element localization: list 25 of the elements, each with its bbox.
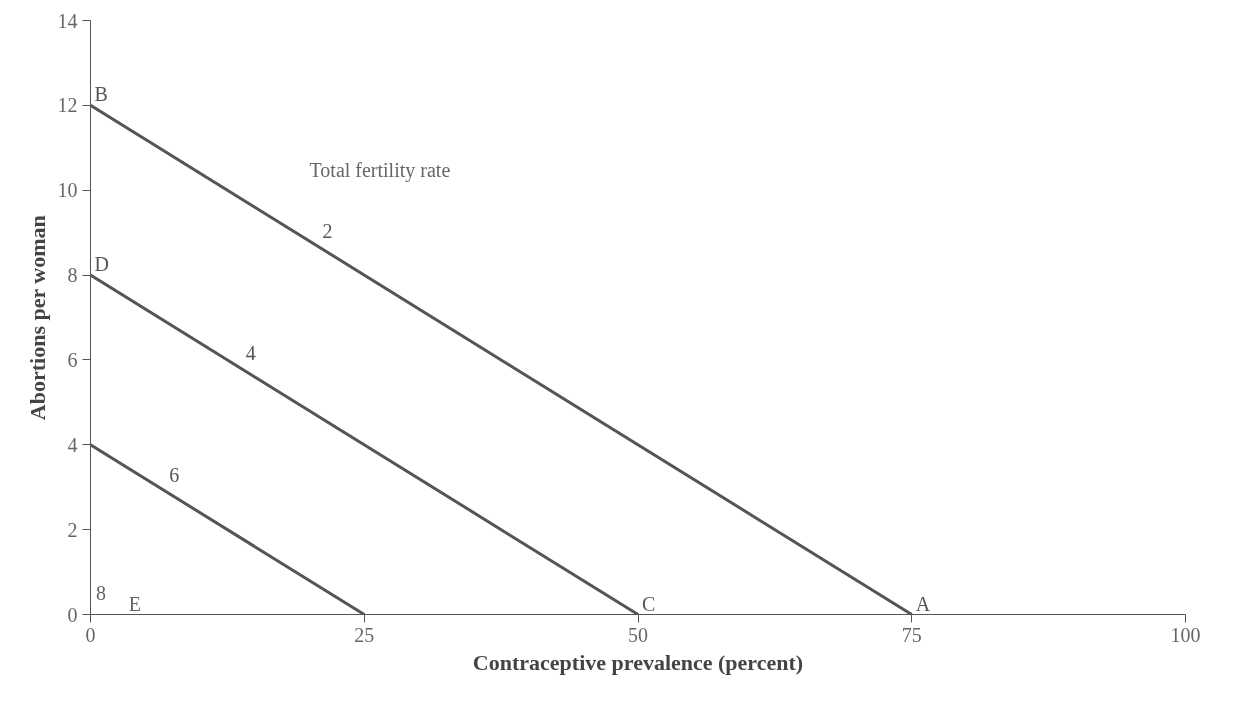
annotation: 8 xyxy=(95,581,106,604)
annotation: Total fertility rate xyxy=(309,158,451,182)
annotation: A xyxy=(915,592,931,615)
y-tick-label: 10 xyxy=(57,179,78,202)
x-axis-title: Contraceptive prevalence (percent) xyxy=(472,649,804,675)
y-tick-label: 12 xyxy=(57,94,78,117)
annotation: B xyxy=(94,83,108,106)
x-tick-label: 25 xyxy=(354,623,375,646)
x-tick-label: 100 xyxy=(1170,623,1201,646)
y-tick-label: 2 xyxy=(67,518,78,541)
y-tick-label: 6 xyxy=(67,348,78,371)
series-label: 4 xyxy=(245,342,256,365)
annotation: E xyxy=(128,592,142,615)
series-label: 2 xyxy=(322,219,333,242)
series-label: 6 xyxy=(169,464,180,487)
y-tick-label: 0 xyxy=(67,603,78,626)
x-tick-label: 75 xyxy=(901,623,922,646)
x-tick-label: 0 xyxy=(85,623,96,646)
y-tick-label: 8 xyxy=(67,264,78,287)
y-tick-label: 4 xyxy=(67,433,78,456)
y-tick-label: 14 xyxy=(57,9,78,32)
y-axis-title: Abortions per woman xyxy=(24,215,50,421)
annotation: D xyxy=(94,253,109,276)
annotation: C xyxy=(642,592,656,615)
x-tick-label: 50 xyxy=(628,623,648,646)
